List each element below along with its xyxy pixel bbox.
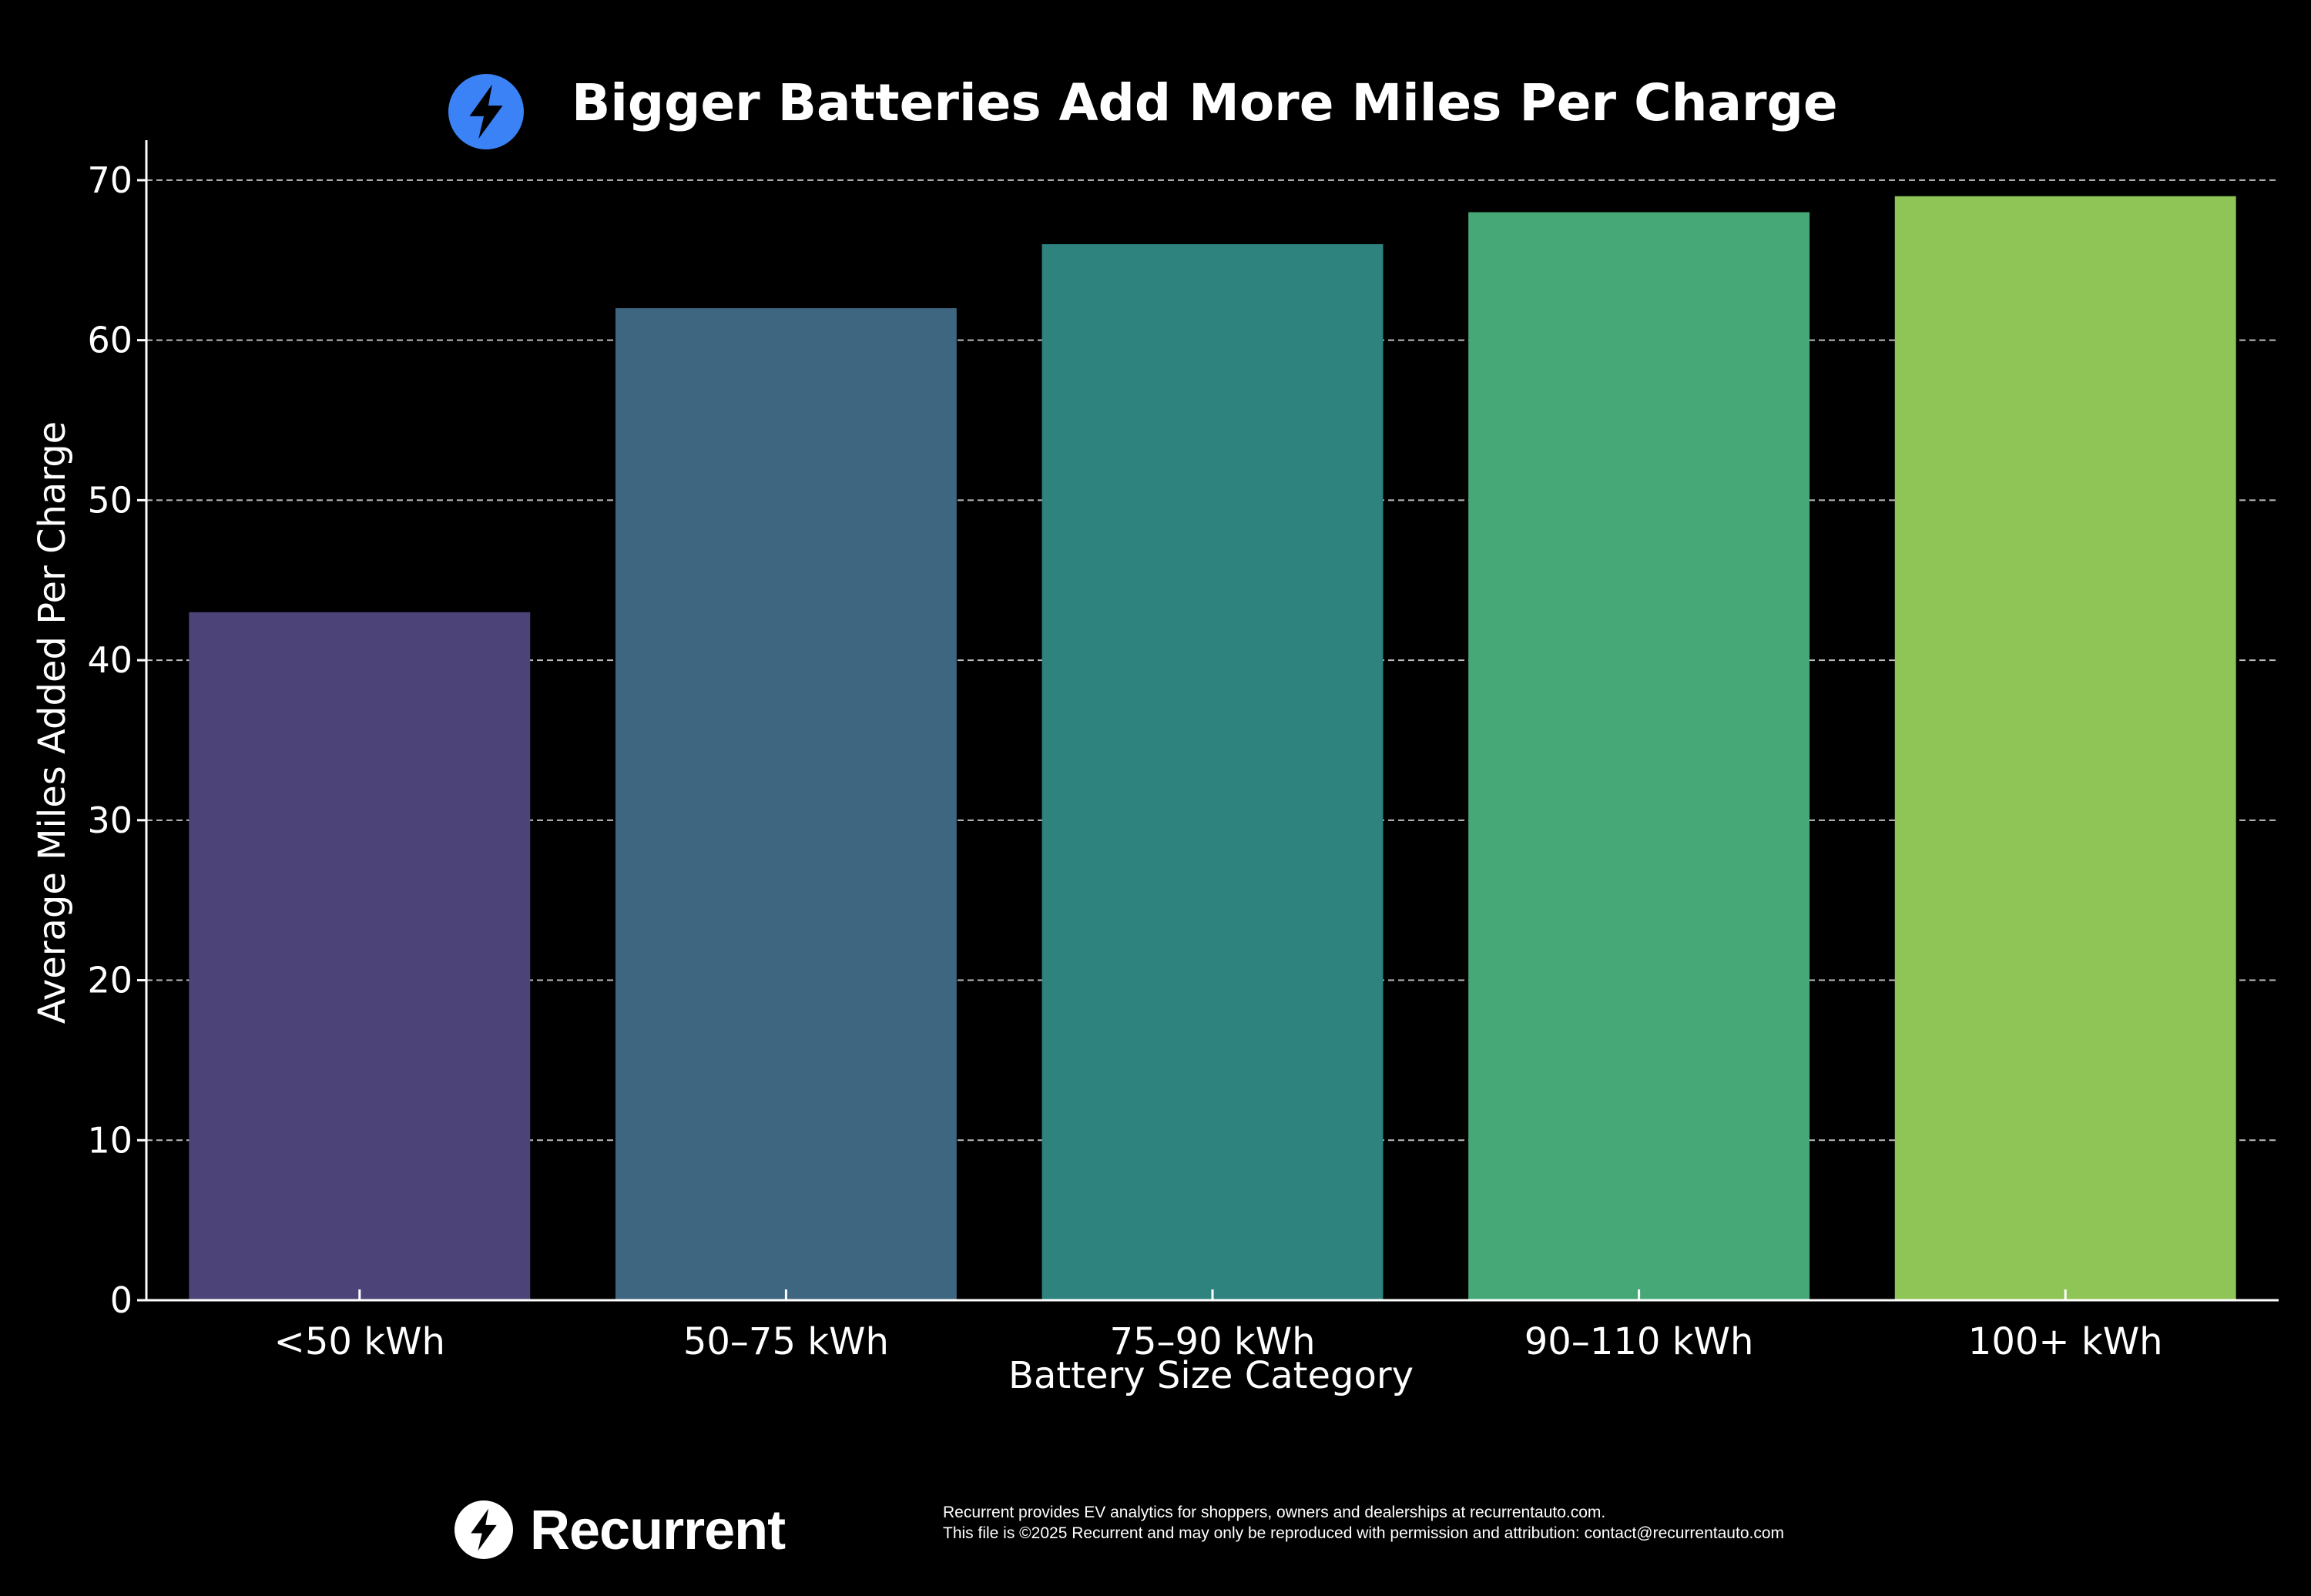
y-tick-label: 20 bbox=[87, 960, 132, 1001]
bar bbox=[615, 308, 957, 1300]
x-tick-label: 75–90 kWh bbox=[1109, 1320, 1315, 1363]
bar bbox=[189, 612, 531, 1300]
y-tick-label: 0 bbox=[110, 1279, 132, 1321]
recurrent-logo-icon bbox=[454, 1500, 513, 1559]
bar bbox=[1041, 244, 1384, 1300]
footer-line-1: Recurrent provides EV analytics for shop… bbox=[943, 1504, 1606, 1521]
bars bbox=[189, 196, 2236, 1301]
x-tick-label: 50–75 kWh bbox=[683, 1320, 889, 1363]
chart-title: Bigger Batteries Add More Miles Per Char… bbox=[572, 73, 1838, 132]
x-tick-label: 100+ kWh bbox=[1968, 1320, 2163, 1363]
chart-header: Bigger Batteries Add More Miles Per Char… bbox=[0, 0, 2311, 149]
bar bbox=[1894, 196, 2236, 1300]
bar bbox=[1468, 212, 1810, 1301]
y-tick-label: 10 bbox=[87, 1119, 132, 1161]
brand-name: Recurrent bbox=[530, 1500, 786, 1561]
y-tick-label: 60 bbox=[87, 320, 132, 361]
y-tick-labels: 0 10 20 30 40 50 60 70 bbox=[87, 159, 146, 1321]
y-tick-label: 30 bbox=[87, 800, 132, 841]
footer-disclaimer: Recurrent provides EV analytics for shop… bbox=[943, 1502, 1784, 1544]
y-tick-label: 70 bbox=[87, 159, 132, 201]
lightning-bolt-icon bbox=[448, 74, 524, 149]
x-tick-labels: <50 kWh 50–75 kWh 75–90 kWh 90–110 kWh 100+ … bbox=[274, 1289, 2163, 1363]
y-tick-label: 50 bbox=[87, 479, 132, 521]
y-tick-label: 40 bbox=[87, 639, 132, 681]
x-tick-label: <50 kWh bbox=[274, 1320, 445, 1363]
footer-line-2: This file is ©2025 Recurrent and may onl… bbox=[943, 1524, 1784, 1542]
x-axis-label: Battery Size Category bbox=[1008, 1354, 1414, 1397]
y-axis-label: Average Miles Added Per Charge bbox=[31, 421, 74, 1024]
x-tick-label: 90–110 kWh bbox=[1524, 1320, 1754, 1363]
